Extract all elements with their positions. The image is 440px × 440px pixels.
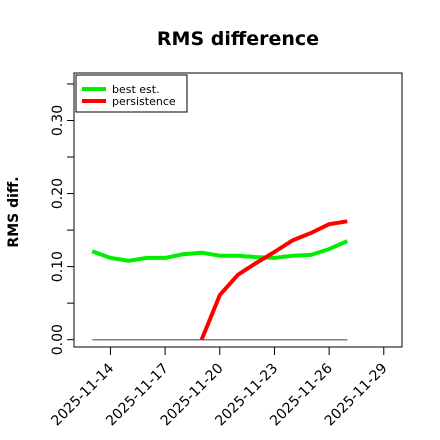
y-tick-label: 0.30 (50, 105, 66, 136)
plot-frame (73, 72, 403, 348)
y-axis: 0.00 0.10 0.20 0.30 (50, 83, 74, 355)
legend-label-best-est: best est. (112, 83, 160, 96)
x-axis: 2025-11-142025-11-172025-11-202025-11-23… (48, 347, 391, 429)
y-tick-label: 0.20 (50, 178, 66, 209)
legend-label-persistence: persistence (112, 95, 176, 108)
y-tick-label: 0.00 (50, 324, 66, 355)
chart-title: RMS difference (157, 28, 319, 50)
series-line-persistence (199, 219, 348, 341)
y-tick-label: 0.10 (50, 251, 66, 282)
y-axis-label: RMS diff. (6, 176, 22, 247)
series-layer (91, 219, 349, 341)
legend-box (75, 74, 188, 113)
legend: best est. persistence (75, 74, 188, 113)
series-line-best-est (91, 239, 349, 263)
